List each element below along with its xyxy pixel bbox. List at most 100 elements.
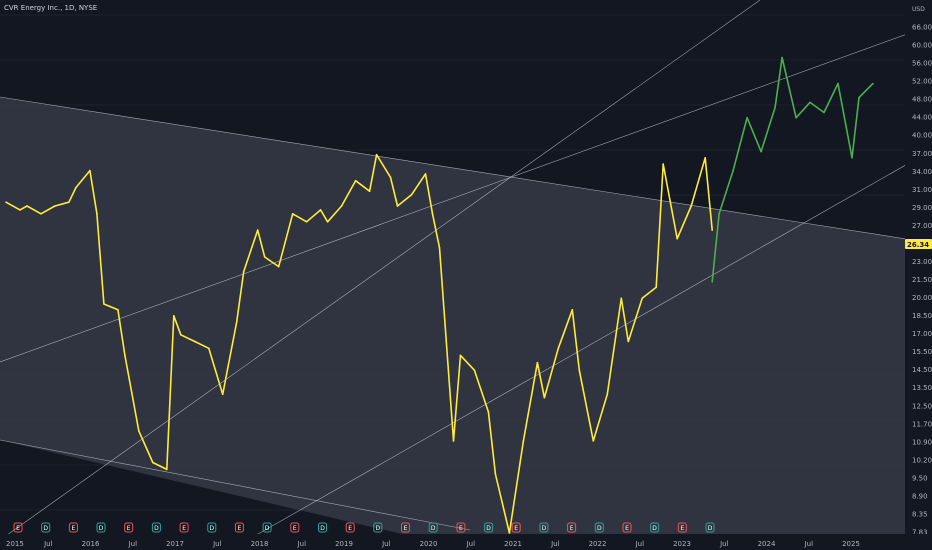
dividend-badge[interactable]: D [207,522,217,533]
earnings-badge[interactable]: E [13,522,23,533]
dividend-badge[interactable]: D [96,522,106,533]
price-axis[interactable]: 66.00 60.00 56.00 52.00 48.00 44.00 40.00 37.00… [905,0,932,550]
dividend-badge[interactable]: D [41,522,51,533]
dividend-badge[interactable]: D [705,522,715,533]
price-series-line [711,56,874,282]
earnings-badge[interactable]: E [179,522,189,533]
price-point [655,286,657,289]
price-point [424,173,427,175]
dividend-badge[interactable]: D [539,522,549,533]
price-point [256,229,259,231]
price-point [571,309,574,311]
svg-text:E: E [625,525,629,532]
price-point [152,461,154,464]
price-point [166,468,168,471]
price-point [872,82,874,85]
earnings-badge[interactable]: E [290,522,300,533]
price-point [242,270,245,273]
dividend-badge[interactable]: D [318,522,327,533]
trend-line [0,96,932,244]
earnings-badge[interactable]: E [677,522,687,533]
time-axis-bg [0,534,932,550]
currency-label: USD [912,6,925,13]
price-point [711,281,713,283]
svg-text:E: E [514,525,518,532]
svg-text:D: D [154,525,159,532]
dividend-badge[interactable]: D [594,522,604,533]
dividend-badge[interactable]: D [650,522,660,533]
x-tick-label: 2019 [335,540,353,548]
price-axis-bg [905,0,932,550]
svg-text:E: E [348,525,352,532]
svg-text:D: D [597,525,602,532]
chart-title: CVR Energy Inc., 1D, NYSE [4,4,97,12]
y-tick-label: 10.20 [912,456,932,464]
price-point [837,82,839,85]
dividend-badge[interactable]: D [151,522,161,533]
price-point [760,150,762,153]
price-point [26,205,28,207]
series-group [5,56,874,534]
svg-text:E: E [570,525,574,532]
y-tick-label: 18.50 [912,312,932,320]
svg-text:E: E [293,525,297,532]
earnings-badge[interactable]: E [68,522,78,533]
earnings-badge[interactable]: E [622,522,632,533]
svg-text:D: D [542,525,547,532]
earnings-badge[interactable]: E [124,522,134,533]
price-point [795,116,797,119]
price-point [620,297,623,300]
price-point [103,303,105,305]
dividend-badge[interactable]: D [428,522,438,533]
svg-text:E: E [16,525,20,532]
svg-text:D: D [99,525,104,532]
earnings-badge[interactable]: E [456,522,466,533]
price-point [194,340,196,343]
y-tick-label: 23.00 [912,258,932,266]
earnings-badge[interactable]: E [567,522,577,533]
y-tick-label: 29.00 [912,204,932,212]
y-tick-label: 12.50 [912,402,932,410]
price-point [40,213,42,215]
price-point [627,340,630,343]
price-point [277,265,280,268]
price-point [459,354,462,357]
y-tick-label: 21.50 [912,276,932,284]
trend-line [0,24,932,363]
time-axis[interactable]: 2015 Jul 2016 Jul 2017 Jul 2018 Jul 2019 Jul 2020 J… [0,534,932,550]
price-point [606,393,609,396]
dividend-badge[interactable]: D [262,522,272,533]
last-price-label: 26.34 [907,241,929,249]
y-tick-label: 52.00 [912,78,932,86]
y-tick-label: 27.00 [912,222,932,230]
price-point [389,176,392,179]
price-point [522,440,525,442]
price-point [173,315,175,317]
dividend-badge[interactable]: D [373,522,383,533]
y-tick-label: 13.50 [912,384,932,392]
price-point [319,209,322,211]
price-point [781,56,783,59]
price-point [138,430,140,432]
y-tick-label: 66.00 [912,24,932,32]
price-point [438,246,441,249]
price-point [732,169,734,172]
trend-line [0,0,761,541]
earnings-badge[interactable]: E [401,522,410,533]
y-tick-label: 8.90 [912,492,928,500]
earnings-badge[interactable]: E [234,522,244,533]
dividend-badge[interactable]: D [484,522,494,533]
price-point [711,229,713,231]
y-tick-label: 7.83 [912,529,928,537]
price-point [809,101,811,104]
earnings-badge[interactable]: E [511,522,521,533]
x-tick-label: Jul [381,540,391,548]
price-point [858,96,860,99]
earnings-badge[interactable]: E [345,522,355,533]
x-tick-label: Jul [719,540,729,548]
price-point [578,369,581,372]
price-point [487,411,490,413]
x-tick-label: Jul [804,540,814,548]
